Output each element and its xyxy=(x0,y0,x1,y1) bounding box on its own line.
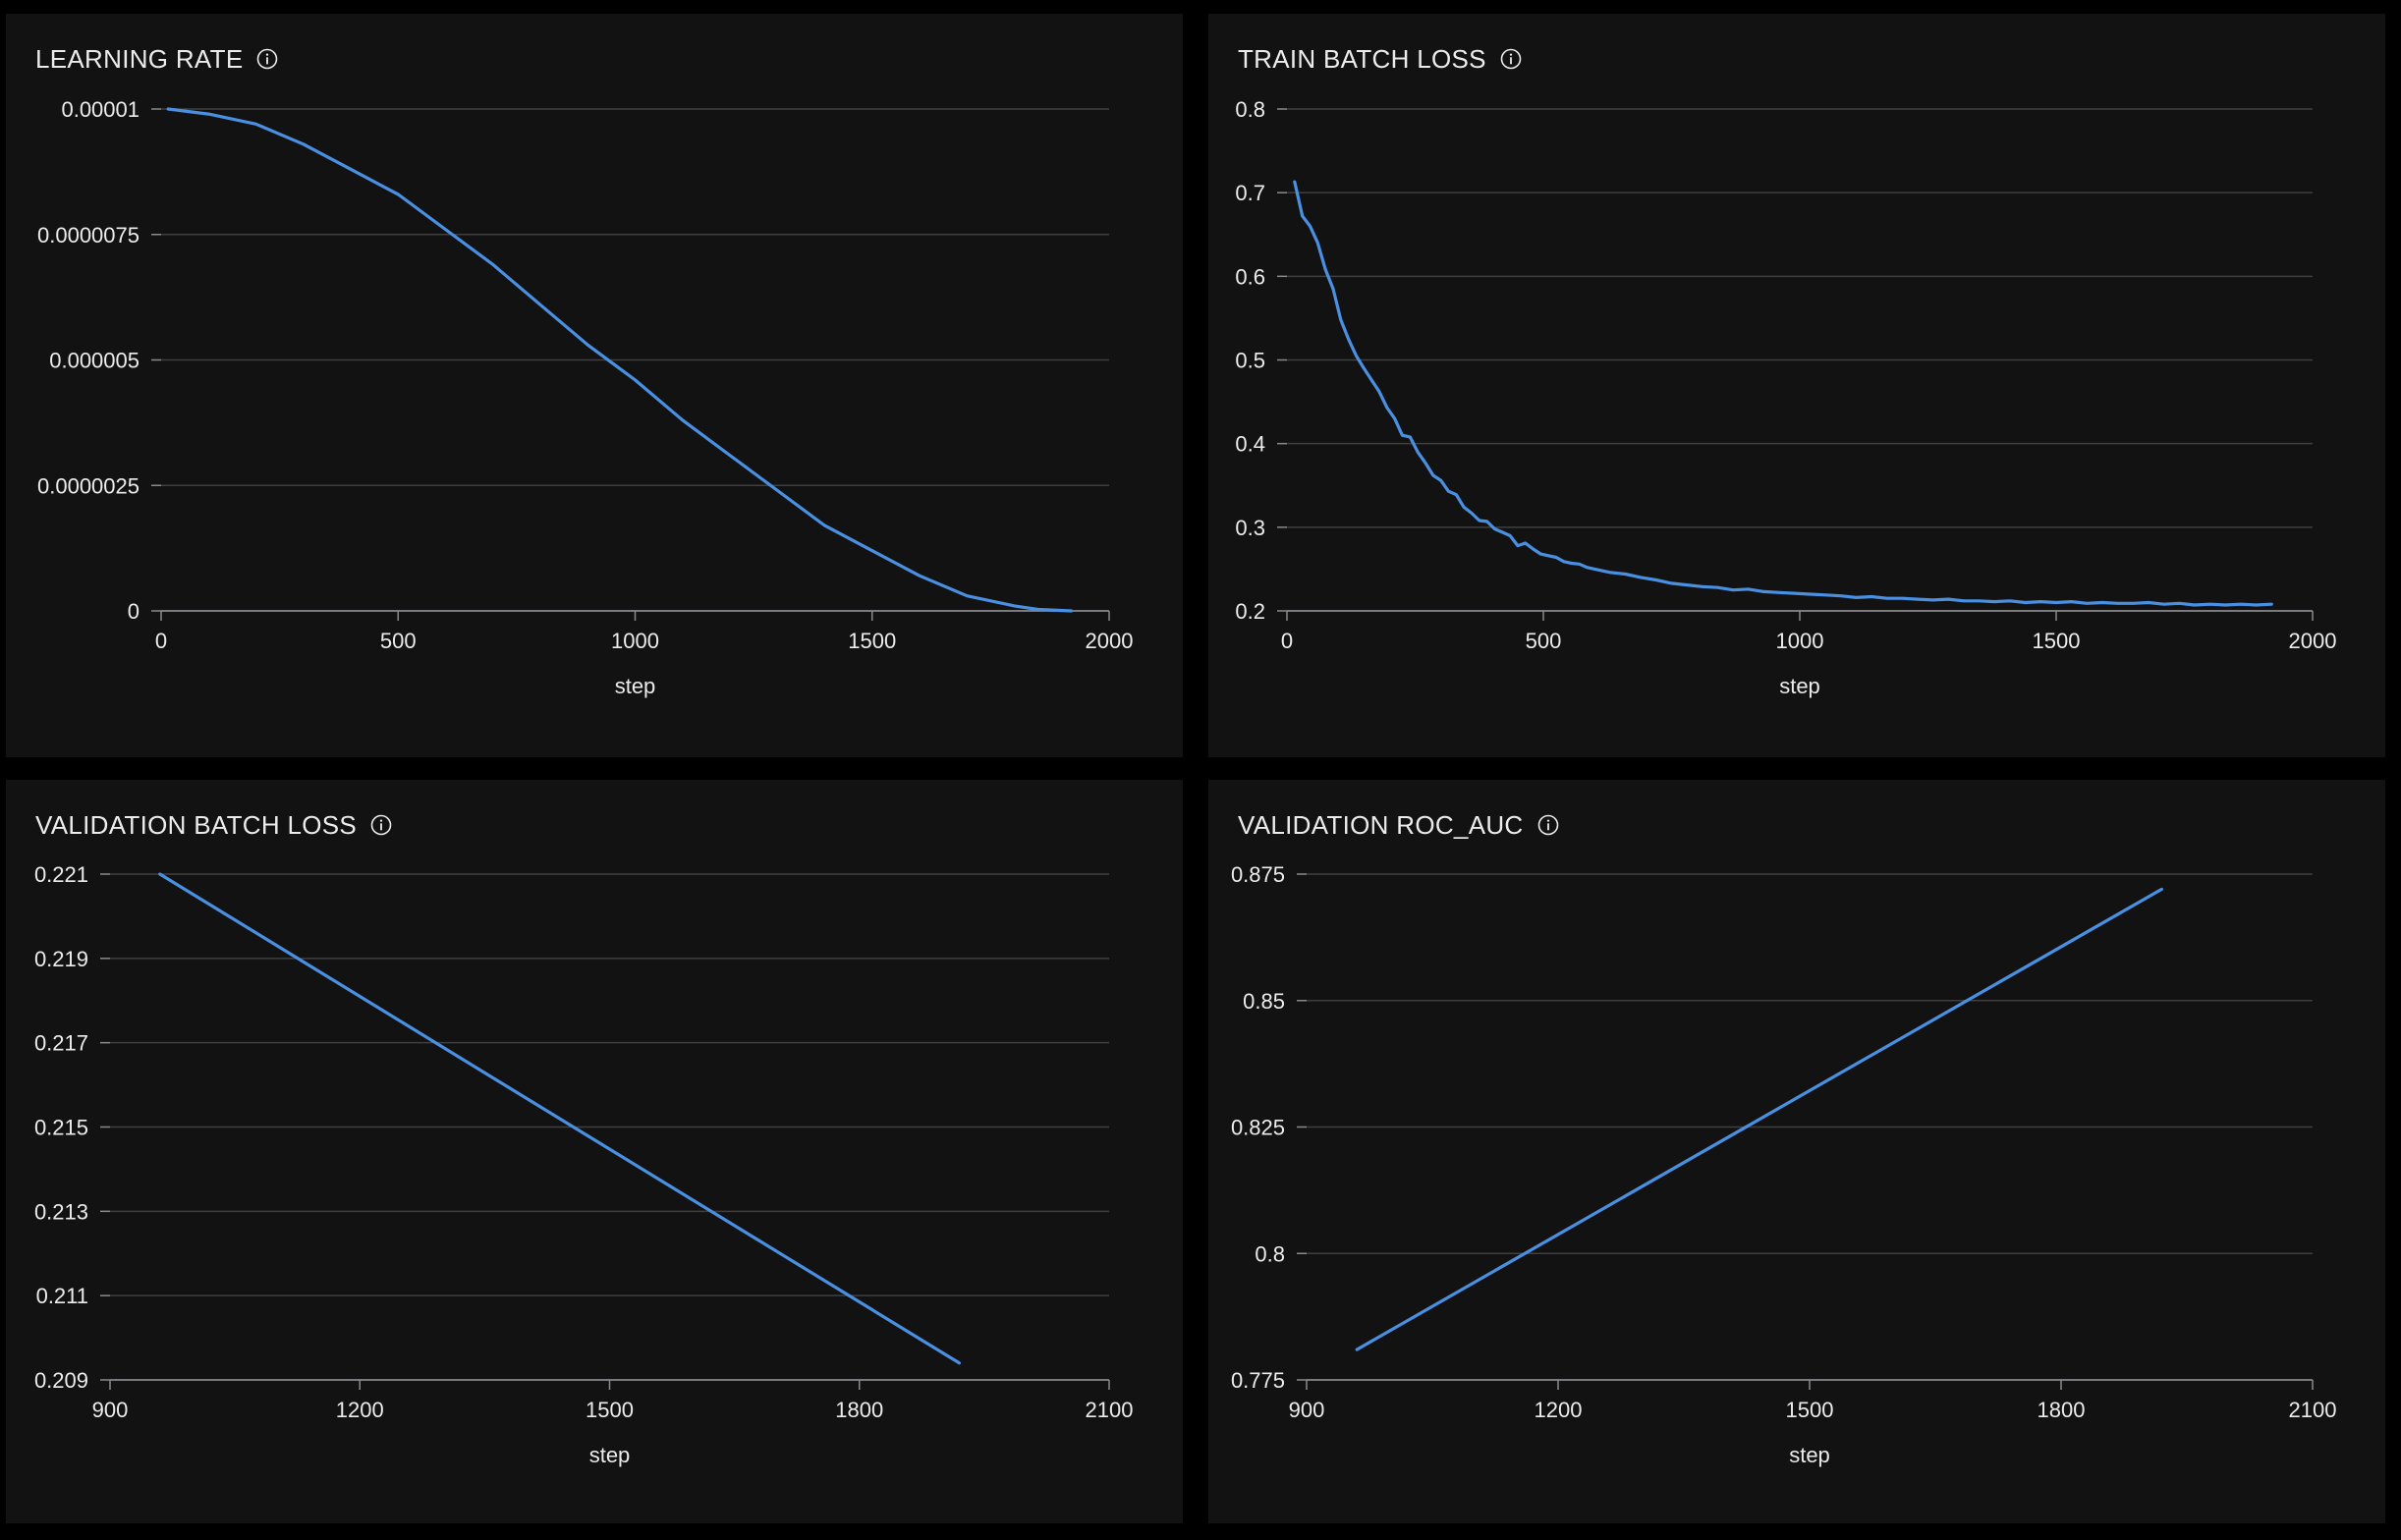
x-axis-label: step xyxy=(1789,1443,1830,1467)
panel-header: LEARNING RATE xyxy=(35,46,278,72)
y-tick-label: 0.875 xyxy=(1231,862,1285,887)
panel-title: TRAIN BATCH LOSS xyxy=(1238,44,1486,74)
x-tick-label: 1500 xyxy=(2033,629,2081,653)
x-tick-label: 900 xyxy=(92,1398,129,1422)
x-tick-label: 900 xyxy=(1289,1398,1325,1422)
x-tick-label: 1500 xyxy=(586,1398,634,1422)
series-line[interactable] xyxy=(1293,180,2273,607)
x-tick-label: 1200 xyxy=(336,1398,384,1422)
x-axis-label: step xyxy=(589,1443,631,1467)
series-line[interactable] xyxy=(158,872,962,1365)
chart-panel-validation-batch-loss: VALIDATION BATCH LOSS 0.209 0.211 0.213 0.2… xyxy=(6,780,1183,1523)
y-tick-label: 0.6 xyxy=(1235,264,1265,289)
chart-panel-learning-rate: LEARNING RATE 0 0.0000025 0.000005 0.000007… xyxy=(6,14,1183,757)
y-tick-label: 0.8 xyxy=(1255,1241,1285,1266)
info-icon[interactable] xyxy=(370,814,392,836)
validation-roc-auc-chart: 0.775 0.8 0.825 0.85 0.875 900 1200 1500 1800 210… xyxy=(1231,862,2337,1467)
y-tick-label: 0.221 xyxy=(34,862,88,887)
x-tick-label: 2100 xyxy=(2289,1398,2337,1422)
x-tick-label: 0 xyxy=(155,629,167,653)
y-tick-label: 0 xyxy=(128,599,140,624)
x-tick-label: 1200 xyxy=(1535,1398,1583,1422)
x-tick-label: 1000 xyxy=(1776,629,1824,653)
x-tick-label: 1500 xyxy=(848,629,896,653)
y-tick-label: 0.219 xyxy=(34,947,88,971)
x-tick-label: 1000 xyxy=(611,629,659,653)
info-icon[interactable] xyxy=(256,48,278,70)
x-tick-label: 1800 xyxy=(2038,1398,2086,1422)
x-axis-label: step xyxy=(615,674,656,698)
y-tick-label: 0.7 xyxy=(1235,181,1265,205)
y-tick-label: 0.2 xyxy=(1235,599,1265,624)
y-tick-label: 0.8 xyxy=(1235,97,1265,122)
x-tick-label: 1500 xyxy=(1786,1398,1834,1422)
x-tick-label: 1800 xyxy=(835,1398,883,1422)
y-tick-label: 0.209 xyxy=(34,1368,88,1393)
series-line[interactable] xyxy=(166,107,1074,613)
y-tick-label: 0.4 xyxy=(1235,432,1265,457)
x-axis-label: step xyxy=(1779,674,1820,698)
y-tick-label: 0.00001 xyxy=(61,97,140,122)
x-tick-label: 2000 xyxy=(1086,629,1134,653)
y-tick-label: 0.85 xyxy=(1243,989,1285,1014)
y-tick-label: 0.215 xyxy=(34,1116,88,1140)
x-tick-label: 2000 xyxy=(2289,629,2337,653)
panel-title: LEARNING RATE xyxy=(35,44,244,74)
y-tick-label: 0.775 xyxy=(1231,1368,1285,1393)
chart-panel-train-batch-loss: TRAIN BATCH LOSS 0.2 0.3 0.4 0.5 0.6 0.7 0.8 0 5… xyxy=(1208,14,2385,757)
y-tick-label: 0.0000025 xyxy=(37,473,140,498)
x-tick-label: 500 xyxy=(1526,629,1562,653)
y-tick-label: 0.0000075 xyxy=(37,223,140,248)
train-batch-loss-chart: 0.2 0.3 0.4 0.5 0.6 0.7 0.8 0 500 1000 1500 2000 ste… xyxy=(1235,97,2337,698)
y-tick-label: 0.3 xyxy=(1235,516,1265,540)
x-tick-label: 2100 xyxy=(1086,1398,1134,1422)
x-tick-label: 0 xyxy=(1281,629,1293,653)
panel-title: VALIDATION ROC_AUC xyxy=(1238,810,1524,840)
y-tick-label: 0.213 xyxy=(34,1199,88,1224)
panel-header: TRAIN BATCH LOSS xyxy=(1238,46,1522,72)
y-tick-label: 0.000005 xyxy=(49,349,140,373)
y-tick-label: 0.825 xyxy=(1231,1116,1285,1140)
info-icon[interactable] xyxy=(1500,48,1522,70)
panel-header: VALIDATION BATCH LOSS xyxy=(35,812,392,838)
panel-title: VALIDATION BATCH LOSS xyxy=(35,810,358,840)
panel-header: VALIDATION ROC_AUC xyxy=(1238,812,1559,838)
y-tick-label: 0.5 xyxy=(1235,349,1265,373)
series-line[interactable] xyxy=(1355,887,2164,1351)
y-tick-label: 0.217 xyxy=(34,1031,88,1056)
x-tick-label: 500 xyxy=(380,629,417,653)
learning-rate-chart: 0 0.0000025 0.000005 0.0000075 0.00001 0 500 10… xyxy=(37,97,1134,698)
info-icon[interactable] xyxy=(1537,814,1559,836)
chart-panel-validation-roc-auc: VALIDATION ROC_AUC 0.775 0.8 0.825 0.85 0.87… xyxy=(1208,780,2385,1523)
validation-batch-loss-chart: 0.209 0.211 0.213 0.215 0.217 0.219 0.221 900 12… xyxy=(34,862,1134,1467)
y-tick-label: 0.211 xyxy=(36,1284,88,1308)
